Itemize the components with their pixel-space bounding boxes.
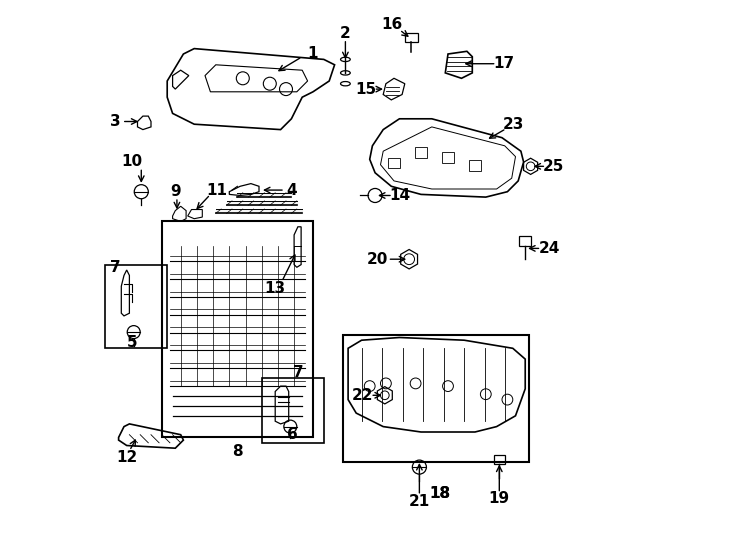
- Text: 3: 3: [109, 114, 120, 129]
- Text: 17: 17: [493, 56, 515, 71]
- Text: 8: 8: [232, 444, 243, 460]
- Text: 21: 21: [409, 494, 430, 509]
- Text: 11: 11: [206, 183, 228, 198]
- Text: 5: 5: [127, 335, 137, 350]
- Text: 19: 19: [489, 491, 510, 507]
- Text: 18: 18: [429, 485, 451, 501]
- Text: 12: 12: [116, 450, 137, 465]
- Bar: [404, 33, 418, 42]
- Bar: [415, 147, 427, 158]
- Text: 16: 16: [382, 17, 403, 32]
- Text: 20: 20: [367, 252, 388, 267]
- Text: 7: 7: [109, 260, 120, 275]
- Text: 10: 10: [122, 154, 142, 170]
- Text: 13: 13: [265, 281, 286, 296]
- Text: 9: 9: [170, 184, 181, 199]
- Bar: [468, 160, 482, 171]
- Text: 6: 6: [287, 427, 298, 442]
- Bar: [442, 152, 454, 163]
- Bar: [262, 378, 324, 443]
- Text: 1: 1: [308, 46, 319, 62]
- Text: 23: 23: [504, 117, 525, 132]
- Text: 7: 7: [293, 365, 303, 380]
- Text: 18: 18: [429, 486, 451, 501]
- Bar: [494, 455, 505, 464]
- Text: 14: 14: [389, 188, 410, 203]
- Bar: [388, 158, 401, 168]
- Bar: [161, 221, 313, 437]
- Text: 24: 24: [539, 241, 560, 256]
- Text: 22: 22: [352, 388, 374, 403]
- Text: 25: 25: [543, 159, 564, 174]
- Bar: [105, 265, 167, 348]
- Text: 2: 2: [340, 26, 351, 41]
- Text: 4: 4: [286, 183, 297, 198]
- Bar: [343, 335, 529, 462]
- Text: 15: 15: [355, 82, 377, 97]
- Bar: [519, 236, 531, 246]
